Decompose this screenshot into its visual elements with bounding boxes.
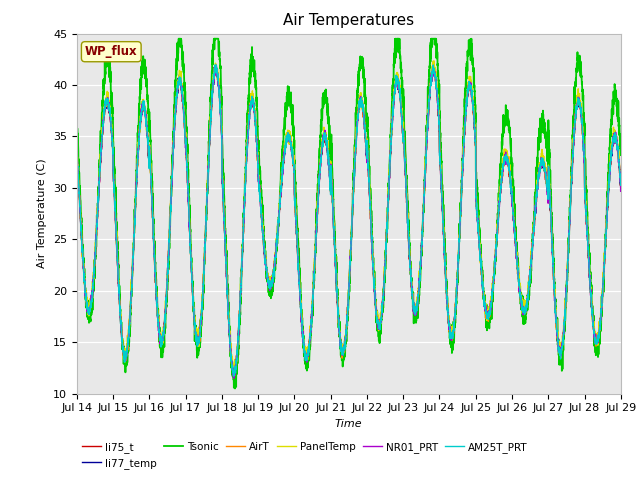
NR01_PRT [329,197,337,203]
Tsonic [329,176,337,182]
Tsonic [616,131,624,137]
li77_temp [329,199,337,205]
AM25T_PRT [171,122,179,128]
Y-axis label: Air Temperature (C): Air Temperature (C) [37,159,47,268]
AirT [617,173,625,179]
Title: Air Temperatures: Air Temperatures [284,13,414,28]
li77_temp [502,152,509,157]
AM25T_PRT [616,177,624,182]
AM25T_PRT [73,154,81,159]
Tsonic [502,117,509,122]
AM25T_PRT [329,197,337,203]
PanelTemp [441,255,449,261]
li77_temp [73,150,81,156]
li75_t [441,255,449,261]
Tsonic [175,36,182,42]
Line: AirT: AirT [77,64,621,376]
NR01_PRT [617,169,625,175]
Line: Tsonic: Tsonic [77,39,621,388]
li75_t [171,124,179,130]
Line: PanelTemp: PanelTemp [77,61,621,372]
AM25T_PRT [471,127,479,132]
li75_t [502,156,509,162]
PanelTemp [430,58,438,64]
PanelTemp [329,194,337,200]
li77_temp [212,62,220,68]
AM25T_PRT [211,62,219,68]
li75_t [617,167,625,173]
Line: AM25T_PRT: AM25T_PRT [77,65,621,376]
PanelTemp [171,115,179,120]
li77_temp [617,176,625,181]
Tsonic [441,252,449,258]
PanelTemp [229,370,237,375]
li75_t [73,148,81,154]
AM25T_PRT [617,171,625,177]
Tsonic [231,385,239,391]
li77_temp [471,125,479,131]
PanelTemp [471,122,479,128]
li77_temp [171,122,179,128]
Tsonic [617,142,625,147]
AirT [230,373,237,379]
Line: NR01_PRT: NR01_PRT [77,68,621,378]
li75_t [329,200,337,205]
NR01_PRT [502,149,509,155]
NR01_PRT [471,129,479,135]
PanelTemp [73,149,81,155]
Tsonic [171,103,179,109]
li77_temp [441,256,449,262]
Tsonic [471,96,479,102]
li75_t [471,130,479,136]
Tsonic [73,123,81,129]
NR01_PRT [73,149,81,155]
AirT [441,253,449,259]
li77_temp [230,372,238,378]
NR01_PRT [616,179,624,185]
AirT [616,177,624,183]
li75_t [212,64,220,70]
li75_t [230,372,237,378]
Line: li75_t: li75_t [77,67,621,375]
li77_temp [616,180,624,186]
li75_t [616,182,624,188]
Text: WP_flux: WP_flux [85,45,138,58]
NR01_PRT [211,65,219,71]
NR01_PRT [171,127,179,132]
AirT [471,122,479,128]
X-axis label: Time: Time [335,419,363,429]
AM25T_PRT [230,373,237,379]
AirT [171,122,179,128]
AM25T_PRT [441,253,449,259]
Legend: li75_t, li77_temp, Tsonic, AirT, PanelTemp, NR01_PRT, AM25T_PRT: li75_t, li77_temp, Tsonic, AirT, PanelTe… [82,442,528,469]
PanelTemp [616,170,624,176]
NR01_PRT [441,254,449,260]
Line: li77_temp: li77_temp [77,65,621,375]
AM25T_PRT [502,153,509,159]
NR01_PRT [230,375,237,381]
AirT [502,156,509,162]
AirT [212,61,220,67]
AirT [329,198,337,204]
PanelTemp [502,146,509,152]
PanelTemp [617,170,625,176]
AirT [73,149,81,155]
